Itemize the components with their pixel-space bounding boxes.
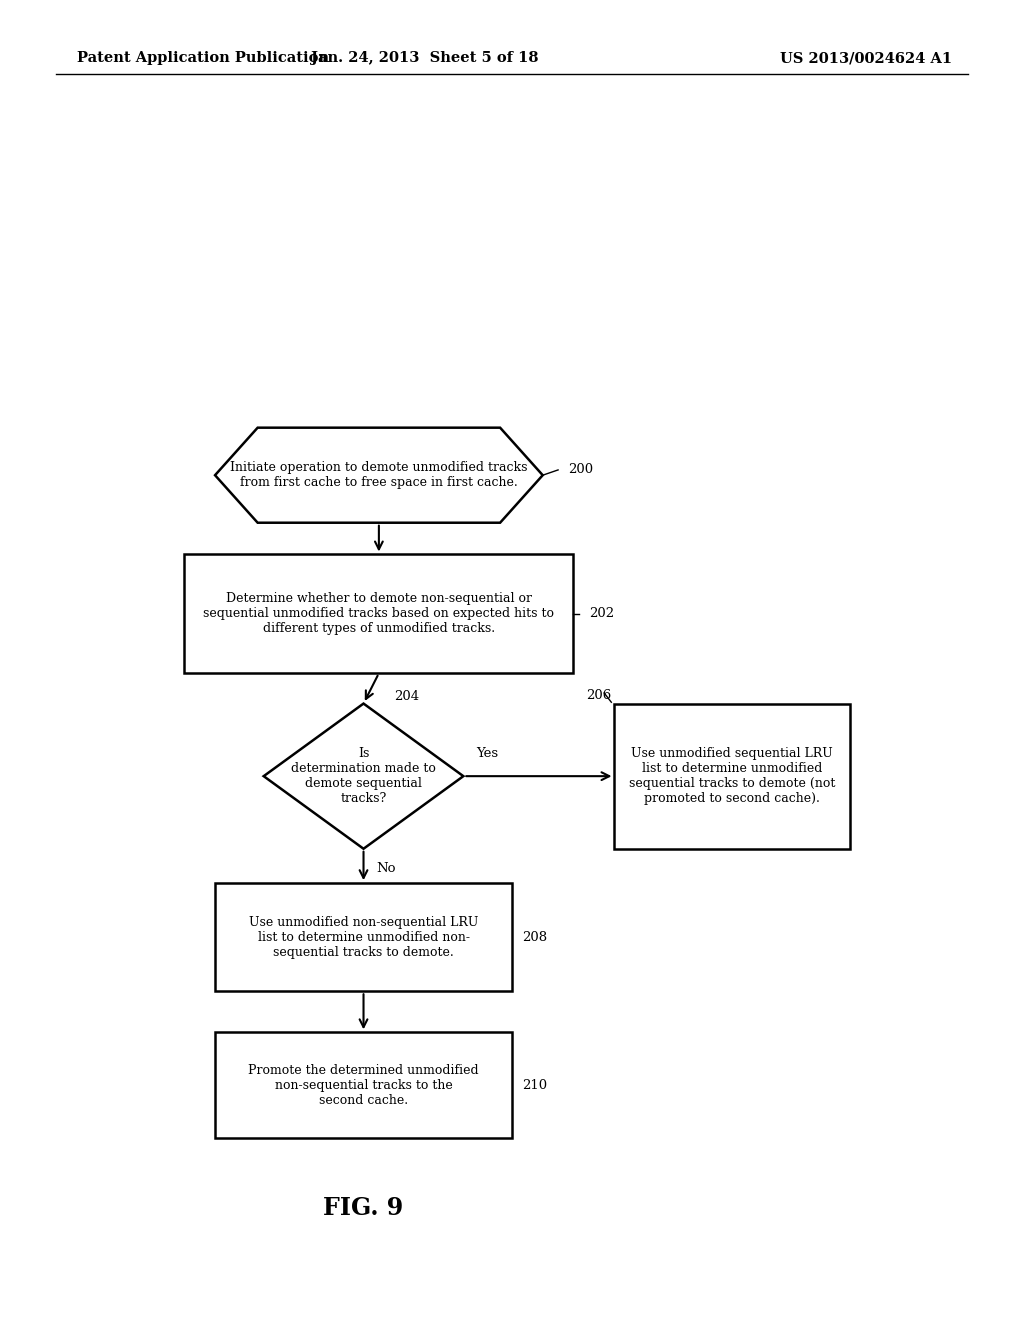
Text: 204: 204 — [394, 690, 420, 704]
Text: Promote the determined unmodified
non-sequential tracks to the
second cache.: Promote the determined unmodified non-se… — [248, 1064, 479, 1106]
Text: Initiate operation to demote unmodified tracks
from first cache to free space in: Initiate operation to demote unmodified … — [230, 461, 527, 490]
Text: Is
determination made to
demote sequential
tracks?: Is determination made to demote sequenti… — [291, 747, 436, 805]
Text: 202: 202 — [589, 607, 614, 620]
Text: No: No — [376, 862, 395, 875]
Text: Patent Application Publication: Patent Application Publication — [77, 51, 329, 65]
Text: Use unmodified sequential LRU
list to determine unmodified
sequential tracks to : Use unmodified sequential LRU list to de… — [629, 747, 836, 805]
Text: Determine whether to demote non-sequential or
sequential unmodified tracks based: Determine whether to demote non-sequenti… — [204, 593, 554, 635]
Text: Jan. 24, 2013  Sheet 5 of 18: Jan. 24, 2013 Sheet 5 of 18 — [311, 51, 539, 65]
Text: Yes: Yes — [475, 747, 498, 760]
Text: 206: 206 — [586, 689, 611, 702]
Text: 208: 208 — [522, 931, 548, 944]
Text: FIG. 9: FIG. 9 — [324, 1196, 403, 1220]
Text: US 2013/0024624 A1: US 2013/0024624 A1 — [780, 51, 952, 65]
Text: 210: 210 — [522, 1078, 548, 1092]
Text: Use unmodified non-sequential LRU
list to determine unmodified non-
sequential t: Use unmodified non-sequential LRU list t… — [249, 916, 478, 958]
Text: 200: 200 — [568, 463, 594, 477]
